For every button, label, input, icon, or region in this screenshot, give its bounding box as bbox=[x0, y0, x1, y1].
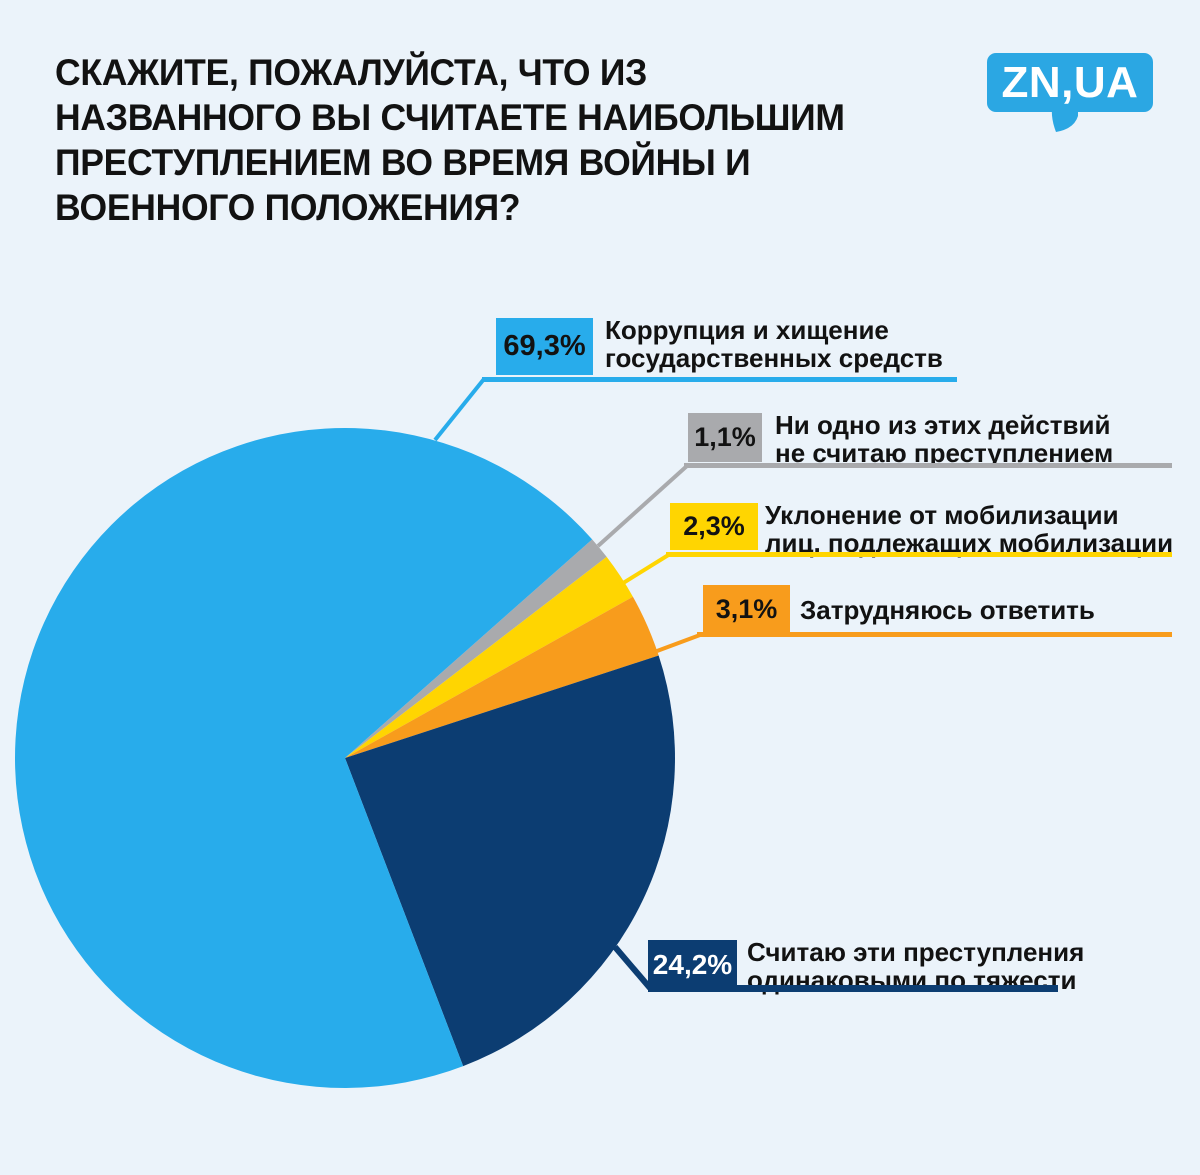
slice-label-line: государственных средств bbox=[605, 343, 943, 373]
slice-label-line: не считаю преступлением bbox=[775, 438, 1114, 468]
leader-line-none bbox=[596, 463, 690, 548]
percent-badge-evasion: 2,3% bbox=[670, 503, 758, 550]
slice-label-none: Ни одно из этих действий не считаю прест… bbox=[775, 411, 1113, 467]
slice-label-evasion: Уклонение от мобилизации лиц, подлежащих… bbox=[765, 501, 1173, 557]
leader-line-evasion bbox=[618, 552, 672, 587]
pie-slice bbox=[345, 655, 675, 1067]
underline-corruption bbox=[482, 377, 957, 382]
underline-evasion bbox=[666, 552, 1172, 557]
pie bbox=[14, 427, 675, 1088]
underline-none bbox=[684, 463, 1172, 468]
slice-label-line: Затрудняюсь ответить bbox=[800, 595, 1095, 625]
slice-label-line: Коррупция и хищение bbox=[605, 315, 889, 345]
underline-undecided bbox=[697, 632, 1172, 637]
leader-line-undecided bbox=[656, 633, 701, 653]
slice-label-undecided: Затрудняюсь ответить bbox=[800, 596, 1095, 624]
percent-badge-none: 1,1% bbox=[688, 413, 762, 462]
underline-equal bbox=[648, 985, 1058, 992]
page-title: СКАЖИТЕ, ПОЖАЛУЙСТА, ЧТО ИЗ НАЗВАННОГО В… bbox=[55, 50, 938, 230]
title-line: ВОЕННОГО ПОЛОЖЕНИЯ? bbox=[55, 187, 521, 228]
pie-slice bbox=[345, 539, 607, 758]
pie-slice bbox=[14, 427, 593, 1088]
slice-label-line: Уклонение от мобилизации bbox=[765, 500, 1119, 530]
slice-label-line: Считаю эти преступления bbox=[747, 937, 1085, 967]
logo-bubble-tail bbox=[1051, 108, 1078, 132]
slice-label-corruption: Коррупция и хищение государственных сред… bbox=[605, 316, 943, 372]
title-line: НАЗВАННОГО ВЫ СЧИТАЕТЕ НАИБОЛЬШИМ bbox=[55, 97, 845, 138]
leader-line-corruption bbox=[433, 377, 486, 442]
title-line: СКАЖИТЕ, ПОЖАЛУЙСТА, ЧТО ИЗ bbox=[55, 52, 648, 93]
pie-slice bbox=[345, 556, 633, 758]
percent-badge-equal: 24,2% bbox=[648, 940, 737, 990]
title-line: ПРЕСТУПЛЕНИЕМ ВО ВРЕМЯ ВОЙНЫ И bbox=[55, 142, 751, 183]
pie-slice bbox=[345, 596, 659, 758]
znua-logo: ZN,UA bbox=[987, 53, 1153, 112]
slice-label-line: Ни одно из этих действий bbox=[775, 410, 1111, 440]
leader-line-equal bbox=[612, 945, 653, 990]
percent-badge-corruption: 69,3% bbox=[496, 318, 593, 375]
percent-badge-undecided: 3,1% bbox=[703, 585, 790, 633]
